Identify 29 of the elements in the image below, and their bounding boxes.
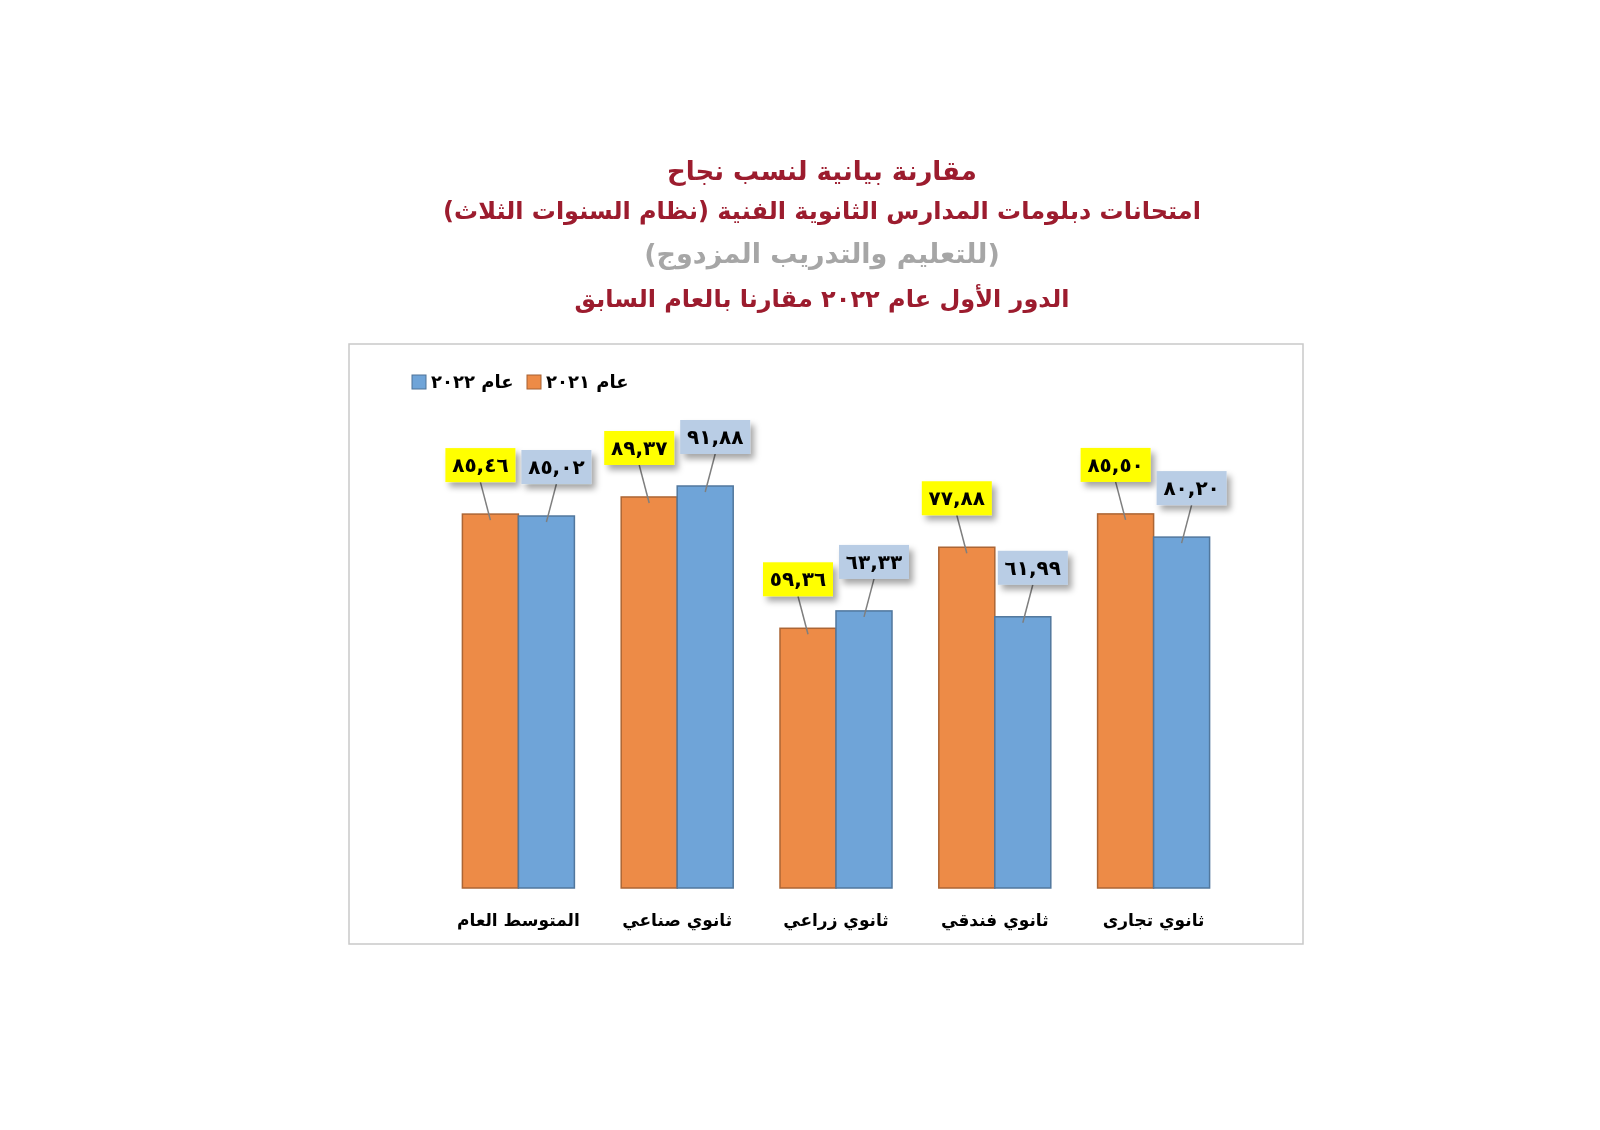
data-label: ٧٧,٨٨ bbox=[928, 486, 986, 511]
bar bbox=[1096, 513, 1155, 889]
bar bbox=[517, 515, 576, 889]
data-label: ٨٩,٣٧ bbox=[610, 435, 668, 460]
x-tick-label: ثانوي صناعي bbox=[622, 910, 733, 931]
x-tick-label: ثانوي فندقي bbox=[941, 910, 1049, 931]
legend-label: عام ٢٠٢١ bbox=[546, 371, 629, 392]
x-tick-label: ثانوي زراعي bbox=[783, 910, 889, 931]
data-label: ٨٥,٥٠ bbox=[1087, 452, 1144, 477]
bar bbox=[938, 546, 996, 889]
bar bbox=[676, 485, 734, 889]
chart-subtitle: امتحانات دبلومات المدارس الثانوية الفنية (نظام السنوات الثلاث) (للتعليم والتدريب المزدوج) الدور الأول عام ٢٠٢٢ مقارنا بالعام السابق bbox=[443, 197, 1201, 313]
data-label: ٦١,٩٩ bbox=[1004, 555, 1062, 580]
data-label: ٨٥,٤٦ bbox=[452, 453, 509, 478]
data-label: ٨٥,٠٢ bbox=[528, 455, 585, 480]
data-label: ٨٠,٢٠ bbox=[1163, 476, 1220, 501]
data-label: ٦٣,٣٣ bbox=[845, 549, 903, 574]
data-label: ٩١,٨٨ bbox=[686, 425, 744, 449]
bar bbox=[835, 610, 893, 889]
bar bbox=[620, 496, 678, 889]
x-tick-label: ثانوي تجارى bbox=[1102, 910, 1205, 931]
bar bbox=[1152, 536, 1211, 889]
x-tick-label: المتوسط العام bbox=[457, 910, 580, 931]
bar bbox=[779, 627, 837, 889]
bar bbox=[461, 513, 520, 889]
chart-title: مقارنة بيانية لنسب نجاح bbox=[667, 156, 977, 186]
legend-label: عام ٢٠٢٢ bbox=[431, 371, 514, 392]
bar bbox=[994, 616, 1052, 889]
data-label: ٥٩,٣٦ bbox=[769, 567, 827, 592]
